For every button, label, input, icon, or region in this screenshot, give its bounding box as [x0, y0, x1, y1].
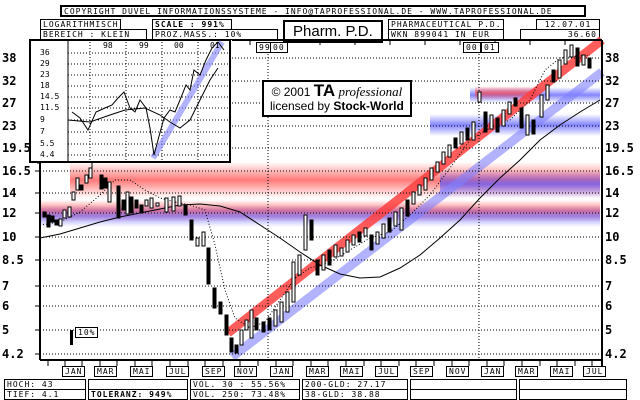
xtick-sep-99: SEP — [202, 366, 226, 377]
ytick-left-10: 10 — [2, 230, 17, 244]
xtick-nov-00: NOV — [446, 366, 470, 377]
inset-ytick-14-5: 14.5 — [40, 92, 60, 101]
xtick-jul-00: JUL — [375, 366, 399, 377]
inset-ytick-36: 36 — [40, 48, 50, 57]
ytick-left-14: 14 — [2, 186, 17, 200]
inset-ytick-5-5: 5.5 — [40, 139, 55, 148]
ytick-left-38: 38 — [2, 51, 17, 65]
ytick-left-12: 12 — [2, 206, 17, 220]
candlesticks — [42, 44, 592, 354]
ytick-right-12: 12 — [605, 206, 620, 220]
ytick-right-16-5: 16.5 — [605, 164, 634, 178]
scale-marker-bar — [70, 330, 73, 345]
ytick-left-32: 32 — [2, 74, 17, 88]
ytick-right-5: 5 — [605, 323, 613, 337]
support-band-12 — [40, 205, 600, 227]
ytick-right-32: 32 — [605, 74, 620, 88]
inset-xtick-99: 99 — [139, 41, 149, 50]
ytick-left-4-2: 4.2 — [2, 347, 24, 361]
ytick-left-23: 23 — [2, 119, 17, 133]
scale-marker-label: 10% — [75, 327, 99, 338]
ytick-left-19-5: 19.5 — [2, 141, 31, 155]
inset-ytick-23: 23 — [40, 70, 50, 79]
ytick-right-14: 14 — [605, 186, 620, 200]
copyright-banner: COPYRIGHT DUVEL INFORMATIONSSYSTEME - IN… — [60, 5, 586, 17]
page-title: Pharm. P.D. — [283, 20, 383, 43]
inset-ytick-9: 9 — [40, 115, 45, 124]
xtick-mar-01: MAR — [515, 366, 539, 377]
inset-ytick-29: 29 — [40, 59, 50, 68]
inset-ytick-11-5: 11.5 — [40, 103, 60, 112]
inset-ytick-18: 18 — [40, 81, 50, 90]
ytick-right-7: 7 — [605, 279, 613, 293]
inset-xtick-98: 98 — [103, 41, 113, 50]
stat-tolerance: TOLERANZ: 949% — [88, 389, 188, 400]
xtick-mar-99: MAR — [94, 366, 118, 377]
xtick-mai-01: MAI — [550, 366, 574, 377]
ytick-right-4-2: 4.2 — [605, 347, 627, 361]
stat-gld38: 38-GLD: 38.88 — [302, 389, 408, 400]
ytick-right-19-5: 19.5 — [605, 141, 634, 155]
xtick-mai-99: MAI — [130, 366, 154, 377]
xtick-jul-01: JUL — [583, 366, 607, 377]
ytick-left-7: 7 — [2, 279, 10, 293]
stat-box6-bottom — [519, 389, 627, 400]
stat-vol250: VOL. 250: 73.48% — [190, 389, 300, 400]
lower-trend-channel — [229, 68, 605, 361]
ytick-right-38: 38 — [605, 51, 620, 65]
inset-ytick-7: 7 — [40, 127, 45, 136]
ytick-left-27: 27 — [2, 96, 17, 110]
ytick-right-8-5: 8.5 — [605, 253, 627, 267]
xtick-jul-99: JUL — [166, 366, 190, 377]
year-marker-00: 00 — [463, 42, 481, 53]
xtick-nov-99: NOV — [234, 366, 258, 377]
ta-professional-logo: © 2001 TA professional licensed by Stock… — [262, 80, 412, 117]
ytick-left-6: 6 — [2, 299, 10, 313]
ytick-right-10: 10 — [605, 230, 620, 244]
inset-chart — [29, 39, 231, 164]
ytick-right-23: 23 — [605, 119, 620, 133]
xtick-jan-01: JAN — [481, 366, 505, 377]
xtick-mai-00: MAI — [340, 366, 364, 377]
inset-ytick-4-4: 4.4 — [40, 150, 55, 159]
year-marker-01: 01 — [481, 42, 499, 53]
support-band-23 — [430, 114, 600, 136]
xtick-jan-99: JAN — [62, 366, 86, 377]
ytick-left-5: 5 — [2, 323, 10, 337]
inset-xtick-00: 00 — [174, 41, 184, 50]
year-marker-00-left: 00 — [270, 42, 288, 53]
ytick-left-16-5: 16.5 — [2, 164, 31, 178]
stat-box5-bottom — [410, 389, 517, 400]
ma-38-line — [39, 54, 591, 329]
ytick-right-27: 27 — [605, 96, 620, 110]
xtick-mar-00: MAR — [306, 366, 330, 377]
stat-low: TIEF: 4.1 — [4, 389, 86, 400]
xtick-jan-00: JAN — [270, 366, 294, 377]
resistance-band-27 — [475, 86, 535, 100]
ytick-left-8-5: 8.5 — [2, 253, 24, 267]
inset-xtick-01: 01 — [210, 41, 220, 50]
ytick-right-6: 6 — [605, 299, 613, 313]
xtick-sep-00: SEP — [410, 366, 434, 377]
